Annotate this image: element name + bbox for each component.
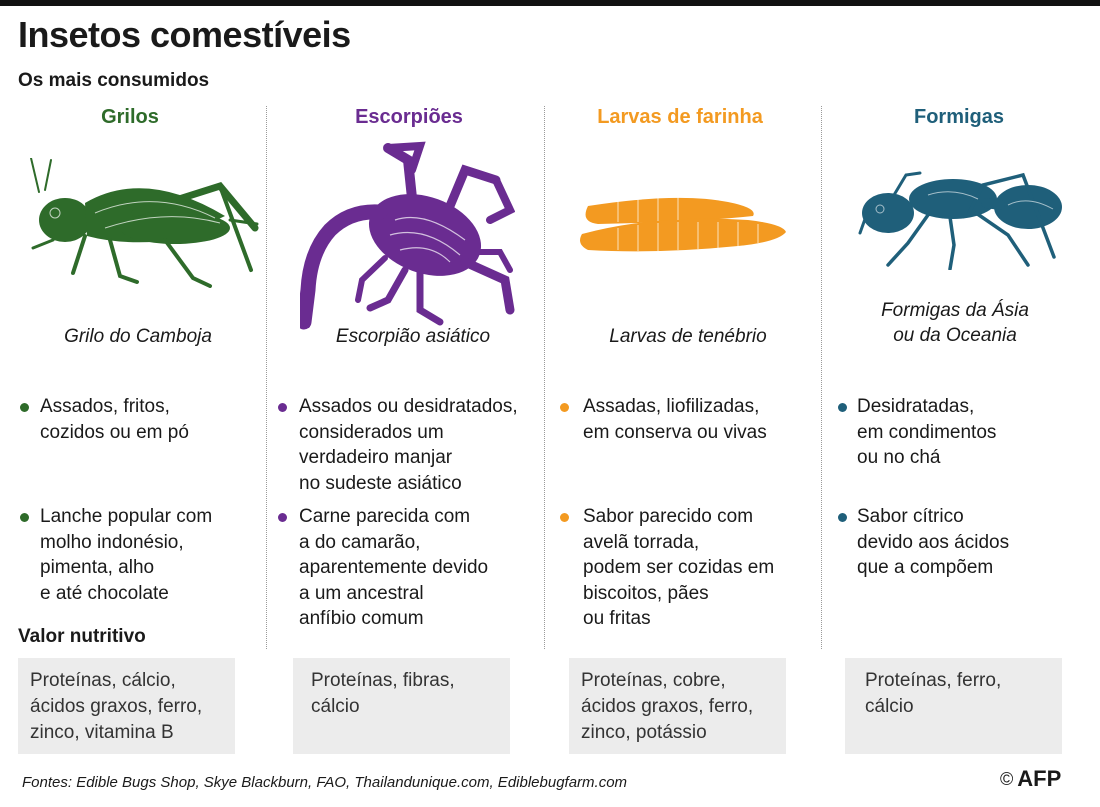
sources-note: Fontes: Edible Bugs Shop, Skye Blackburn… [22,774,628,791]
column-title-grilos: Grilos [101,106,159,128]
nutrition-box-grilos: Proteínas, cálcio, ácidos graxos, ferro,… [18,658,235,754]
bullet-escorpioes-sabor: Carne parecida com a do camarão, aparent… [299,506,489,629]
bullet-dot [838,513,847,522]
nutrition-box-formigas: Proteínas, ferro, cálcio [845,658,1062,754]
species-grilos: Grilo do Camboja [64,326,212,347]
column-title-escorpioes: Escorpiões [355,106,463,128]
bullet-escorpioes-preparo: Assados ou desidratados, considerados um… [299,396,518,494]
bullet-larvas-sabor: Sabor parecido com avelã torrada, podem … [583,506,775,629]
bullet-dot [560,403,569,412]
column-title-formigas: Formigas [913,106,1005,128]
species-larvas: Larvas de tenébrio [609,326,767,347]
bullet-dot [20,403,29,412]
page-subtitle: Os mais consumidos [18,70,210,91]
page-title: Insetos comestíveis [18,14,351,55]
nutrition-box-larvas: Proteínas, cobre, ácidos graxos, ferro, … [569,658,786,754]
column-divider [266,106,267,649]
bullet-grilos-lanche: Lanche popular com molho indonésio, pime… [40,506,213,604]
agency-logo: AFP [1017,766,1062,791]
bullet-dot [278,403,287,412]
bullet-dot [20,513,29,522]
species-escorpioes: Escorpião asiático [335,326,491,347]
bullet-dot [838,403,847,412]
bullet-grilos-preparo: Assados, fritos, cozidos ou em pó [40,396,189,443]
scorpion-illustration [300,141,515,330]
bullet-formigas-sabor: Sabor cítrico devido aos ácidos que a co… [857,506,1010,578]
cricket-illustration [30,158,259,288]
column-divider [544,106,545,649]
column-title-larvas: Larvas de farinha [597,106,763,128]
bullet-formigas-preparo: Desidratadas, em condimentos ou no chá [857,396,997,468]
bullet-dot [560,513,569,522]
ant-illustration [858,171,1062,270]
species-formigas: Formigas da Ásia ou da Oceania [881,300,1029,346]
nutrition-box-escorpioes: Proteínas, fibras, cálcio [293,658,510,754]
top-rule [0,0,1100,6]
agency-credit: © AFP [1000,766,1061,792]
copyright-symbol: © [1000,768,1014,789]
bullet-larvas-preparo: Assadas, liofilizadas, em conserva ou vi… [583,396,767,443]
mealworm-illustration [580,197,786,252]
nutrition-heading: Valor nutritivo [18,626,146,647]
bullet-dot [278,513,287,522]
column-divider [821,106,822,649]
